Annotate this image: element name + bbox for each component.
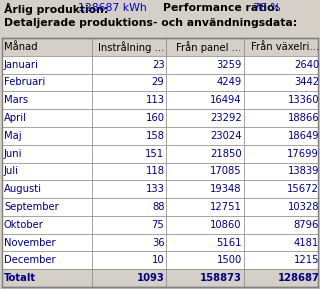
Text: 1093: 1093: [137, 273, 164, 283]
Bar: [2, 38, 318, 56]
Text: Från panel ...: Från panel ...: [176, 41, 242, 53]
Text: 21850: 21850: [210, 149, 242, 159]
Text: 16494: 16494: [210, 95, 242, 105]
Bar: [2, 38, 318, 287]
Text: 18649: 18649: [288, 131, 319, 141]
Text: 128687 kWh: 128687 kWh: [78, 3, 147, 13]
Text: 1215: 1215: [294, 255, 319, 265]
Text: 158873: 158873: [200, 273, 242, 283]
Text: Juli: Juli: [4, 166, 19, 176]
Text: 5161: 5161: [216, 238, 242, 248]
Text: 3259: 3259: [216, 60, 242, 70]
Text: 4249: 4249: [217, 77, 242, 88]
Text: Maj: Maj: [4, 131, 21, 141]
Text: Oktober: Oktober: [4, 220, 44, 230]
Text: 88: 88: [152, 202, 164, 212]
Text: Januari: Januari: [4, 60, 39, 70]
Text: 23: 23: [152, 60, 164, 70]
Text: 10328: 10328: [288, 202, 319, 212]
Text: 17085: 17085: [210, 166, 242, 176]
Text: 133: 133: [146, 184, 164, 194]
Text: Instrålning ...: Instrålning ...: [98, 41, 164, 53]
Text: 29: 29: [152, 77, 164, 88]
Text: 10: 10: [152, 255, 164, 265]
Text: Februari: Februari: [4, 77, 45, 88]
Text: 10860: 10860: [210, 220, 242, 230]
Text: 13360: 13360: [288, 95, 319, 105]
Text: Totalt: Totalt: [4, 273, 36, 283]
Text: 151: 151: [145, 149, 164, 159]
Text: Augusti: Augusti: [4, 184, 42, 194]
Text: Från växelri...: Från växelri...: [251, 42, 319, 52]
Text: 19348: 19348: [210, 184, 242, 194]
Text: 160: 160: [145, 113, 164, 123]
Text: September: September: [4, 202, 59, 212]
Text: 23292: 23292: [210, 113, 242, 123]
Bar: [2, 269, 318, 287]
Text: 3442: 3442: [294, 77, 319, 88]
Text: 8796: 8796: [294, 220, 319, 230]
Text: 18866: 18866: [288, 113, 319, 123]
Text: 2640: 2640: [294, 60, 319, 70]
Text: Årlig produktion:: Årlig produktion:: [4, 3, 108, 15]
Text: 128687: 128687: [277, 273, 319, 283]
Text: 4181: 4181: [294, 238, 319, 248]
Text: 75: 75: [152, 220, 164, 230]
Text: 36: 36: [152, 238, 164, 248]
Text: 158: 158: [145, 131, 164, 141]
Text: 78 %: 78 %: [253, 3, 281, 13]
Text: 1500: 1500: [217, 255, 242, 265]
Text: November: November: [4, 238, 56, 248]
Text: Detaljerade produktions- och användningsdata:: Detaljerade produktions- och användnings…: [4, 18, 297, 28]
Text: 13839: 13839: [288, 166, 319, 176]
Text: 118: 118: [145, 166, 164, 176]
Text: Performance ratio:: Performance ratio:: [163, 3, 279, 13]
Text: 113: 113: [145, 95, 164, 105]
Text: 15672: 15672: [287, 184, 319, 194]
Text: Månad: Månad: [4, 42, 37, 52]
Text: December: December: [4, 255, 56, 265]
Text: Mars: Mars: [4, 95, 28, 105]
Text: 12751: 12751: [210, 202, 242, 212]
Text: 23024: 23024: [210, 131, 242, 141]
Text: 17699: 17699: [287, 149, 319, 159]
Text: April: April: [4, 113, 27, 123]
Text: Juni: Juni: [4, 149, 22, 159]
